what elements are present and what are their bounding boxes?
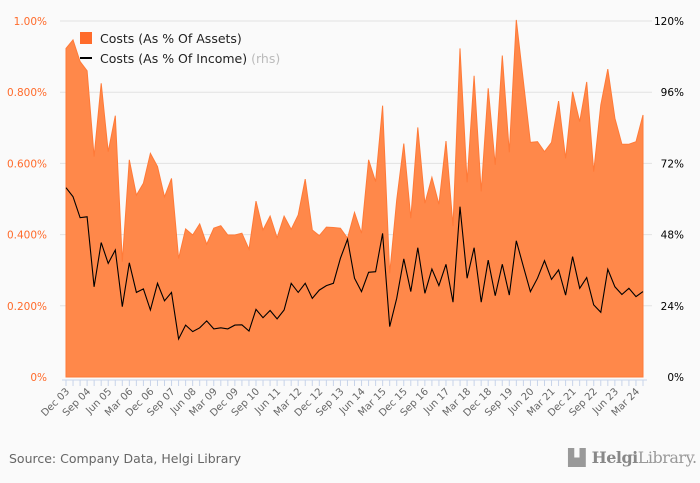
logo-icon: ▙▌: [568, 448, 592, 467]
legend-swatch-area-icon: [80, 32, 92, 44]
source-note: Source: Company Data, Helgi Library: [9, 451, 242, 466]
helgi-library-logo: ▙▌HelgiLibrary.: [568, 448, 697, 467]
legend-item-assets[interactable]: Costs (As % Of Assets): [80, 28, 280, 48]
right-axis-tick-label: 96%: [661, 87, 684, 99]
series-line-costs-income: [65, 187, 644, 341]
right-axis-tick-label: 24%: [661, 301, 684, 313]
logo-text: Library.: [637, 448, 697, 467]
legend: Costs (As % Of Assets) Costs (As % Of In…: [80, 28, 280, 68]
right-axis-tick-label: 48%: [661, 230, 684, 242]
legend-rhs-note: (rhs): [251, 50, 281, 66]
legend-label-assets: Costs (As % Of Assets): [100, 30, 242, 46]
right-axis-tick-label: 72%: [661, 158, 684, 170]
left-axis-tick-label: 0.800%: [7, 87, 47, 99]
legend-item-income[interactable]: Costs (As % Of Income) (rhs): [80, 48, 280, 68]
right-axis-tick-label: 120%: [654, 16, 684, 28]
left-axis-tick-label: 0.400%: [7, 230, 47, 242]
left-axis-tick-label: 1.00%: [14, 16, 47, 28]
left-axis-tick-label: 0.600%: [7, 158, 47, 170]
legend-label-income: Costs (As % Of Income): [100, 50, 248, 66]
series-area-costs-assets: [65, 19, 644, 378]
right-axis-tick-label: 0%: [667, 372, 684, 384]
left-axis-tick-label: 0.200%: [7, 301, 47, 313]
left-axis-tick-label: 0%: [30, 372, 47, 384]
logo-text-bold: Helgi: [591, 448, 639, 467]
legend-swatch-line-icon: [80, 57, 92, 59]
